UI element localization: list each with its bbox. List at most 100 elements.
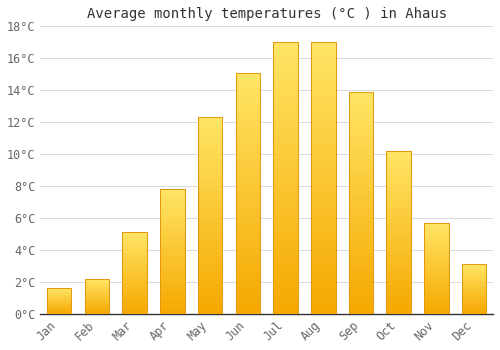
Bar bbox=[311, 42, 336, 46]
Bar bbox=[122, 246, 147, 247]
Bar bbox=[160, 261, 184, 262]
Bar bbox=[348, 211, 374, 214]
Bar bbox=[386, 204, 411, 206]
Bar bbox=[386, 279, 411, 281]
Bar bbox=[424, 240, 448, 241]
Bar bbox=[198, 191, 222, 194]
Bar bbox=[424, 231, 448, 232]
Bar bbox=[198, 280, 222, 282]
Bar bbox=[274, 171, 298, 175]
Bar bbox=[84, 287, 109, 288]
Bar bbox=[311, 110, 336, 113]
Bar bbox=[236, 106, 260, 109]
Bar bbox=[386, 198, 411, 200]
Bar bbox=[348, 253, 374, 256]
Bar bbox=[424, 290, 448, 291]
Bar bbox=[386, 228, 411, 230]
Bar bbox=[311, 151, 336, 154]
Bar bbox=[311, 134, 336, 137]
Bar bbox=[198, 154, 222, 157]
Bar bbox=[386, 194, 411, 196]
Bar bbox=[424, 305, 448, 306]
Bar bbox=[348, 178, 374, 181]
Bar bbox=[274, 192, 298, 195]
Bar bbox=[236, 278, 260, 281]
Bar bbox=[160, 202, 184, 203]
Bar bbox=[198, 302, 222, 304]
Bar bbox=[274, 141, 298, 144]
Bar bbox=[84, 304, 109, 305]
Bar bbox=[122, 233, 147, 235]
Bar bbox=[236, 284, 260, 287]
Bar bbox=[386, 167, 411, 169]
Bar bbox=[424, 241, 448, 242]
Bar bbox=[311, 226, 336, 229]
Bar bbox=[462, 312, 486, 313]
Bar bbox=[122, 240, 147, 241]
Bar bbox=[198, 127, 222, 130]
Bar bbox=[236, 238, 260, 242]
Bar bbox=[424, 297, 448, 298]
Bar bbox=[160, 214, 184, 216]
Bar bbox=[274, 287, 298, 290]
Bar bbox=[236, 118, 260, 121]
Bar bbox=[311, 222, 336, 226]
Bar bbox=[198, 294, 222, 297]
Bar bbox=[236, 236, 260, 238]
Bar bbox=[198, 122, 222, 125]
Bar bbox=[198, 287, 222, 289]
Bar bbox=[386, 310, 411, 312]
Bar bbox=[236, 151, 260, 154]
Bar bbox=[386, 171, 411, 173]
Bar bbox=[274, 134, 298, 137]
Bar bbox=[424, 275, 448, 276]
Bar bbox=[348, 153, 374, 156]
Bar bbox=[462, 276, 486, 277]
Bar bbox=[236, 299, 260, 302]
Bar bbox=[311, 73, 336, 76]
Bar bbox=[386, 173, 411, 175]
Bar bbox=[348, 289, 374, 292]
Bar bbox=[424, 310, 448, 312]
Bar bbox=[236, 208, 260, 211]
Bar bbox=[236, 145, 260, 148]
Bar bbox=[424, 249, 448, 250]
Bar bbox=[84, 308, 109, 309]
Bar bbox=[462, 294, 486, 295]
Bar bbox=[84, 298, 109, 299]
Bar bbox=[274, 239, 298, 243]
Bar bbox=[386, 226, 411, 228]
Bar bbox=[198, 194, 222, 196]
Bar bbox=[424, 274, 448, 275]
Bar bbox=[386, 175, 411, 177]
Bar bbox=[462, 275, 486, 276]
Bar bbox=[424, 244, 448, 246]
Bar bbox=[348, 172, 374, 175]
Bar bbox=[274, 178, 298, 181]
Bar bbox=[236, 163, 260, 166]
Bar bbox=[160, 189, 184, 314]
Bar bbox=[122, 292, 147, 293]
Bar bbox=[236, 103, 260, 106]
Bar bbox=[160, 197, 184, 198]
Bar bbox=[386, 275, 411, 277]
Bar bbox=[348, 294, 374, 297]
Bar bbox=[424, 262, 448, 264]
Bar bbox=[348, 292, 374, 294]
Bar bbox=[160, 193, 184, 194]
Bar bbox=[386, 294, 411, 295]
Bar bbox=[198, 262, 222, 265]
Bar bbox=[274, 117, 298, 120]
Bar bbox=[424, 270, 448, 271]
Bar bbox=[274, 93, 298, 97]
Bar bbox=[424, 243, 448, 244]
Bar bbox=[424, 273, 448, 274]
Bar bbox=[424, 282, 448, 283]
Bar bbox=[236, 112, 260, 115]
Bar bbox=[84, 282, 109, 283]
Bar bbox=[348, 150, 374, 153]
Bar bbox=[236, 205, 260, 208]
Bar bbox=[236, 281, 260, 284]
Bar bbox=[122, 303, 147, 304]
Bar bbox=[348, 145, 374, 147]
